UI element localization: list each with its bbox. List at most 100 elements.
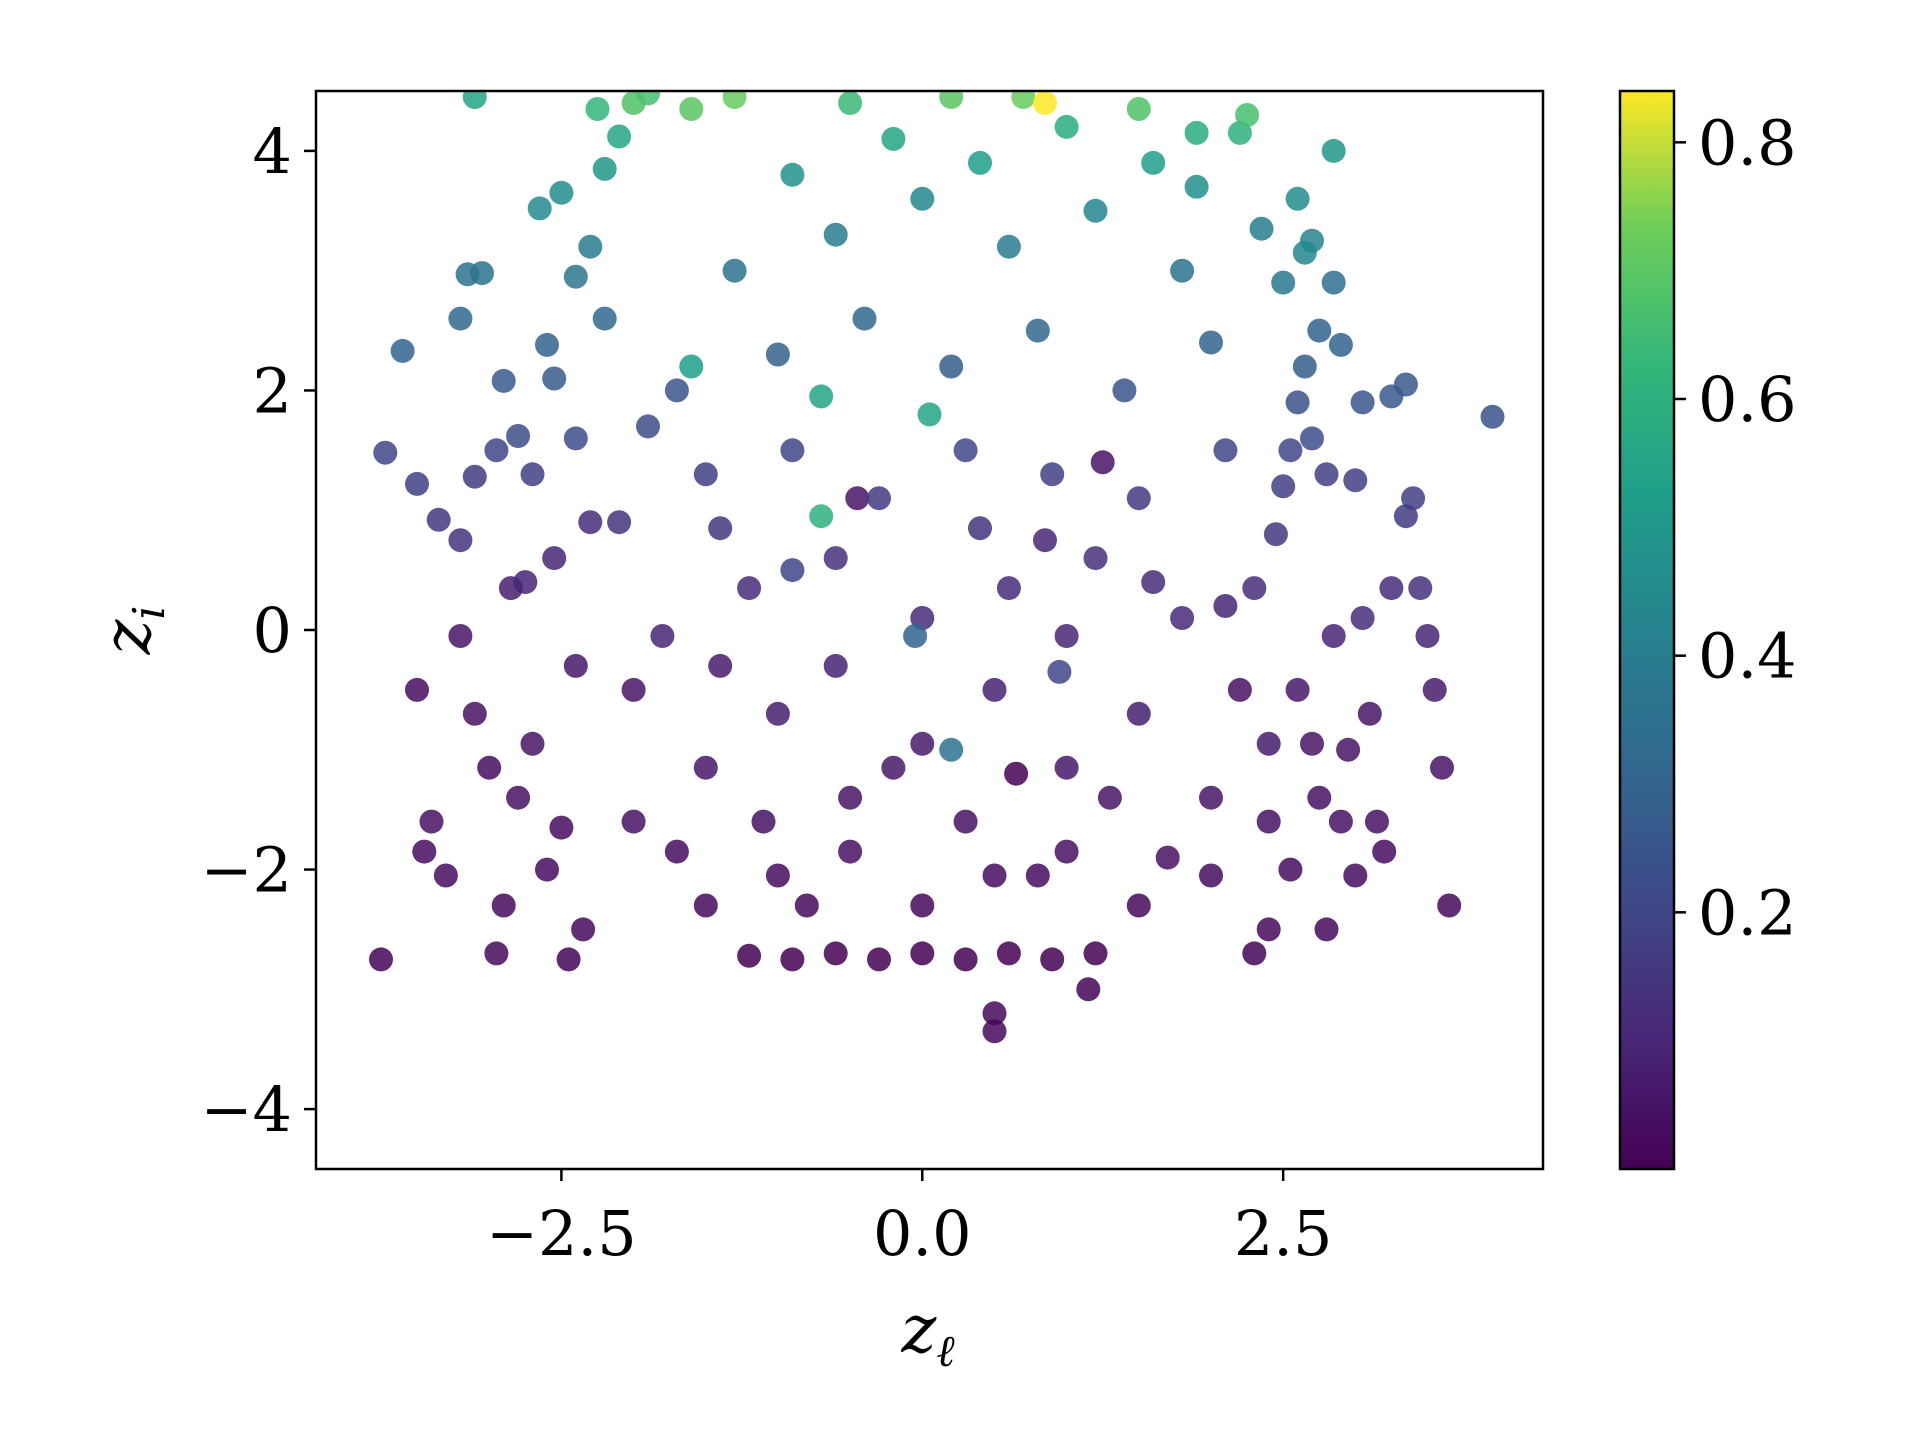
- scatter-point: [535, 857, 559, 882]
- scatter-point: [607, 124, 632, 149]
- plot-area-frame: [314, 89, 1545, 1171]
- scatter-point: [1047, 659, 1072, 684]
- scatter-point: [419, 809, 444, 834]
- scatter-point: [1112, 378, 1137, 403]
- scatter-point: [1365, 809, 1389, 834]
- x-tick-label: −2.5: [486, 1197, 637, 1270]
- scatter-point: [1343, 468, 1368, 493]
- scatter-point: [953, 438, 978, 463]
- scatter-point: [996, 576, 1021, 601]
- svg-text:zi: zi: [89, 606, 175, 656]
- scatter-point: [563, 426, 588, 451]
- colorbar-tick-label: 0.2: [1698, 876, 1797, 949]
- scatter-point: [1126, 486, 1151, 511]
- scatter-point: [679, 354, 704, 379]
- scatter-point: [867, 486, 891, 511]
- scatter-point: [910, 186, 935, 211]
- scatter-point: [1242, 576, 1267, 601]
- scatter-point: [809, 504, 834, 529]
- scatter-point: [1083, 198, 1108, 223]
- scatter-point: [636, 414, 660, 439]
- scatter-point: [1314, 917, 1339, 942]
- scatter-point: [1170, 258, 1195, 283]
- scatter-point: [1083, 941, 1108, 966]
- scatter-point: [996, 941, 1021, 966]
- scatter-point: [621, 677, 646, 702]
- scatter-point: [823, 941, 848, 966]
- scatter-point: [491, 368, 516, 393]
- scatter-point: [556, 947, 581, 972]
- scatter-point: [563, 264, 588, 289]
- axis-ticks: −2.5 0.0 2.5 −4 −2 0 2 4: [201, 115, 1333, 1270]
- scatter-point: [1314, 462, 1339, 487]
- scatter-point: [390, 338, 415, 363]
- scatter-point: [708, 653, 733, 678]
- scatter-point: [513, 570, 538, 595]
- scatter-point: [1054, 624, 1079, 648]
- scatter-point: [520, 462, 545, 487]
- colorbar: [1618, 89, 1676, 1171]
- scatter-point: [1004, 761, 1029, 786]
- scatter-point: [664, 839, 689, 864]
- scatter-point: [693, 893, 718, 918]
- scatter-point: [765, 863, 790, 888]
- scatter-point: [405, 471, 429, 496]
- scatter-point: [1480, 404, 1505, 429]
- scatter-point: [1199, 785, 1223, 810]
- scatter-point: [1242, 941, 1267, 966]
- scatter-point: [1350, 606, 1375, 630]
- scatter-point: [448, 624, 473, 648]
- colorbar-tick-label: 0.4: [1698, 620, 1797, 693]
- scatter-point: [982, 677, 1007, 702]
- scatter-point: [1285, 677, 1310, 702]
- y-tick-label: 0: [253, 594, 292, 667]
- x-axis-label-subscript: ℓ: [936, 1326, 955, 1377]
- scatter-point: [845, 486, 870, 511]
- scatter-point: [1401, 486, 1426, 511]
- scatter-point: [1437, 893, 1462, 918]
- scatter-point: [780, 947, 805, 972]
- scatter-point: [592, 156, 617, 181]
- scatter-point: [765, 701, 790, 726]
- scatter-point: [506, 785, 531, 810]
- scatter-point: [1415, 624, 1440, 648]
- scatter-point: [1263, 522, 1288, 547]
- scatter-point: [903, 624, 928, 648]
- scatter-point: [939, 91, 964, 109]
- colorbar-tick-label: 0.8: [1698, 106, 1797, 179]
- scatter-point: [1336, 737, 1361, 762]
- scatter-point: [470, 261, 494, 286]
- scatter-point: [1292, 354, 1317, 379]
- scatter-point: [578, 510, 603, 535]
- scatter-point: [1256, 731, 1281, 756]
- scatter-point: [1126, 893, 1151, 918]
- y-tick-label: 2: [253, 354, 292, 427]
- x-tick-label: 2.5: [1234, 1197, 1333, 1270]
- scatter-point: [484, 941, 509, 966]
- scatter-point: [1271, 474, 1296, 499]
- scatter-point: [520, 731, 545, 756]
- scatter-point: [910, 941, 935, 966]
- scatter-point: [794, 893, 819, 918]
- scatter-point: [592, 306, 617, 331]
- scatter-point: [1292, 240, 1317, 265]
- scatter-point: [621, 809, 646, 834]
- scatter-point: [737, 576, 762, 601]
- scatter-point: [1141, 570, 1166, 595]
- scatter-point: [737, 943, 762, 968]
- scatter-point: [823, 222, 848, 247]
- scatter-point: [535, 332, 559, 357]
- scatter-point: [1184, 120, 1209, 145]
- scatter-point: [693, 462, 718, 487]
- scatter-point: [1155, 845, 1180, 870]
- scatter-point: [1321, 624, 1346, 648]
- scatter-point: [448, 528, 473, 553]
- scatter-point: [484, 438, 509, 463]
- scatter-point: [751, 809, 776, 834]
- scatter-point: [563, 653, 588, 678]
- scatter-point: [1213, 594, 1238, 618]
- scatter-point: [1249, 216, 1274, 241]
- scatter-point: [607, 510, 632, 535]
- scatter-point: [426, 507, 451, 532]
